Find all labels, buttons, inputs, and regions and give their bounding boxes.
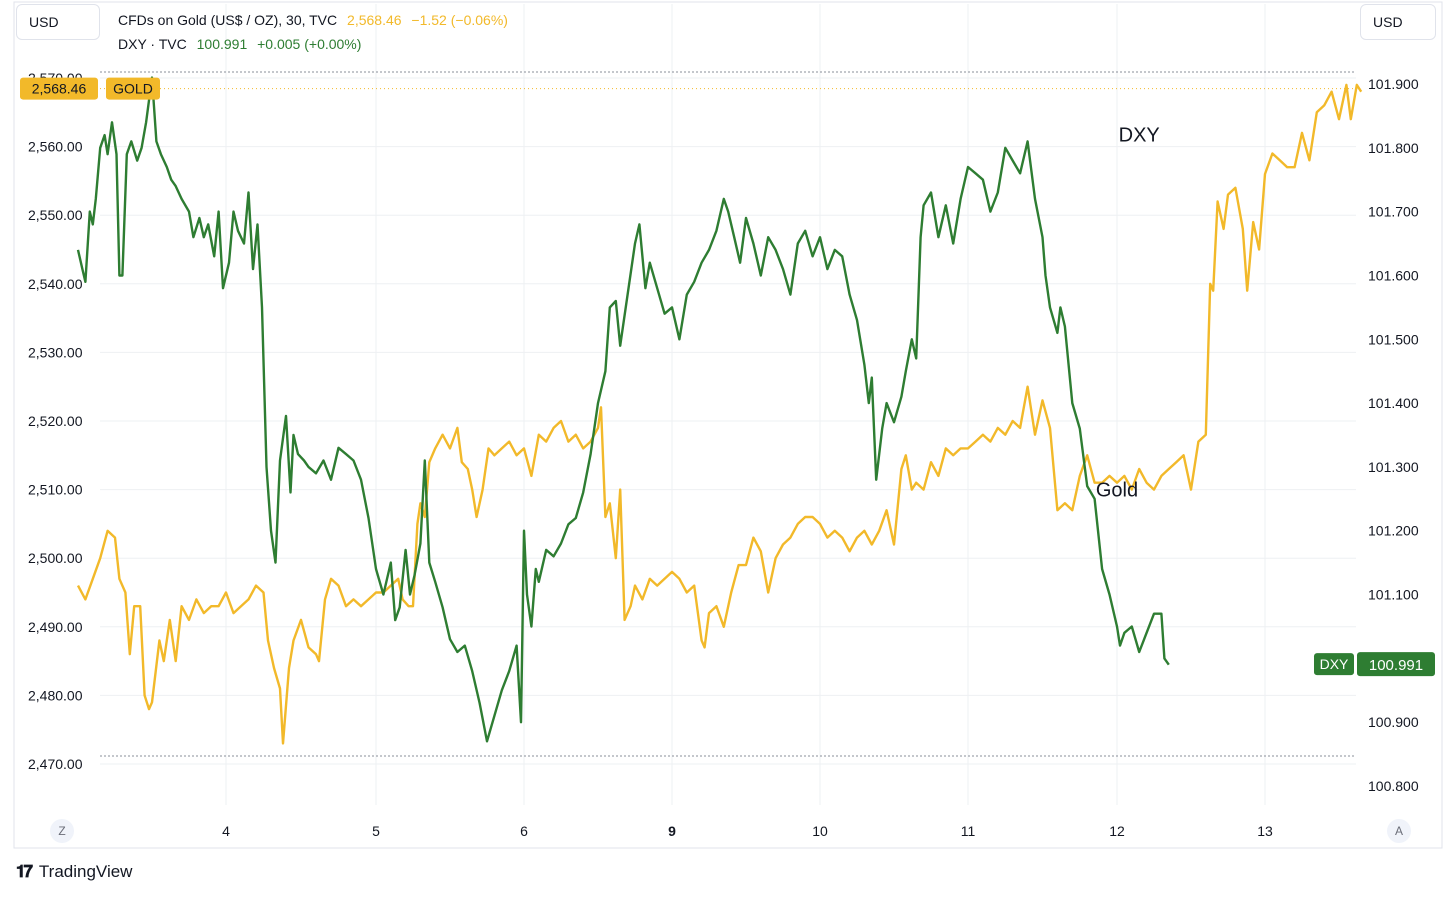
left-axis-tick-label: 2,540.00 xyxy=(28,276,83,292)
series-layer xyxy=(76,76,1363,745)
left-axis-tick-label: 2,530.00 xyxy=(28,344,83,360)
right-axis-tick-label: 101.900 xyxy=(1368,76,1419,92)
left-axis-tick-label: 2,560.00 xyxy=(28,139,83,155)
auto-scale-button[interactable]: A xyxy=(1387,819,1411,843)
right-axis-tick-label: 101.300 xyxy=(1368,459,1419,475)
time-axis-tick-label: 5 xyxy=(372,823,380,839)
gold-name-tag xyxy=(106,77,160,100)
dxy-series-line xyxy=(76,76,1170,743)
price-tags: 2,568.46 GOLD DXY 100.991 xyxy=(20,77,1435,677)
chart-annotations: DXY Gold xyxy=(1096,124,1160,501)
right-currency-button[interactable]: USD xyxy=(1360,4,1436,40)
gold-legend[interactable]: CFDs on Gold (US$ / OZ), 30, TVC 2,568.4… xyxy=(118,12,514,28)
dxy-legend[interactable]: DXY · TVC 100.991 +0.005 (+0.00%) xyxy=(118,36,367,52)
time-axis-tick-label: 6 xyxy=(520,823,528,839)
annotation-dxy: DXY xyxy=(1119,124,1160,146)
right-axis-tick-label: 101.700 xyxy=(1368,204,1419,220)
dxy-price-tag xyxy=(1357,652,1435,677)
zoom-button[interactable]: Z xyxy=(50,819,74,843)
left-axis-tick-label: 2,510.00 xyxy=(28,482,83,498)
time-axis-tick-label: 13 xyxy=(1257,823,1273,839)
left-axis-tick-label: 2,550.00 xyxy=(28,207,83,223)
tradingview-logo[interactable]: 𝟏𝟕 TradingView xyxy=(16,862,132,882)
time-axis-tick-label: 9 xyxy=(668,823,676,839)
right-axis-tick-label: 101.200 xyxy=(1368,523,1419,539)
left-axis-tick-label: 2,480.00 xyxy=(28,687,83,703)
time-axis-tick-label: 10 xyxy=(812,823,828,839)
right-axis-tick-label: 101.500 xyxy=(1368,331,1419,347)
right-axis-tick-label: 101.800 xyxy=(1368,140,1419,156)
dxy-name-tag-text: DXY xyxy=(1320,656,1349,672)
left-axis-tick-label: 2,520.00 xyxy=(28,413,83,429)
dxy-symbol: DXY · TVC xyxy=(118,36,187,52)
annotation-gold: Gold xyxy=(1096,479,1138,501)
right-axis-tick-label: 100.800 xyxy=(1368,778,1419,794)
gold-price: 2,568.46 xyxy=(347,12,402,28)
time-axis-tick-label: 4 xyxy=(222,823,230,839)
time-axis: 4 5 6 9 10 11 12 13 xyxy=(222,823,1273,839)
dxy-price: 100.991 xyxy=(196,36,248,52)
gold-symbol: CFDs on Gold (US$ / OZ), 30, TVC xyxy=(118,12,338,28)
gold-change: −1.52 (−0.06%) xyxy=(411,12,508,28)
right-price-axis: 101.900 101.800 101.700 101.600 101.500 101.4… xyxy=(1368,76,1419,794)
brand-name: TradingView xyxy=(38,862,133,881)
right-axis-tick-label: 100.900 xyxy=(1368,714,1419,730)
right-axis-tick-label: 101.400 xyxy=(1368,395,1419,411)
left-axis-tick-label: 2,470.00 xyxy=(28,756,83,772)
right-axis-tick-label: 101.100 xyxy=(1368,587,1419,603)
tradingview-logo-icon: 𝟏𝟕 xyxy=(16,862,33,882)
gold-series-line xyxy=(76,83,1363,745)
time-axis-tick-label: 12 xyxy=(1109,823,1125,839)
time-axis-tick-label: 11 xyxy=(961,823,976,839)
left-axis-tick-label: 2,500.00 xyxy=(28,550,83,566)
dxy-name-tag xyxy=(1314,653,1354,676)
dxy-change: +0.005 (+0.00%) xyxy=(257,36,362,52)
grid-lines xyxy=(100,4,1356,805)
right-axis-tick-label: 101.600 xyxy=(1368,267,1419,283)
gold-price-tag-text: 2,568.46 xyxy=(32,81,87,97)
gold-price-tag xyxy=(20,77,98,100)
left-axis-tick-label: 2,490.00 xyxy=(28,619,83,635)
dxy-price-tag-text: 100.991 xyxy=(1369,657,1423,674)
gold-name-tag-text: GOLD xyxy=(113,81,153,97)
left-currency-button[interactable]: USD xyxy=(16,4,100,40)
